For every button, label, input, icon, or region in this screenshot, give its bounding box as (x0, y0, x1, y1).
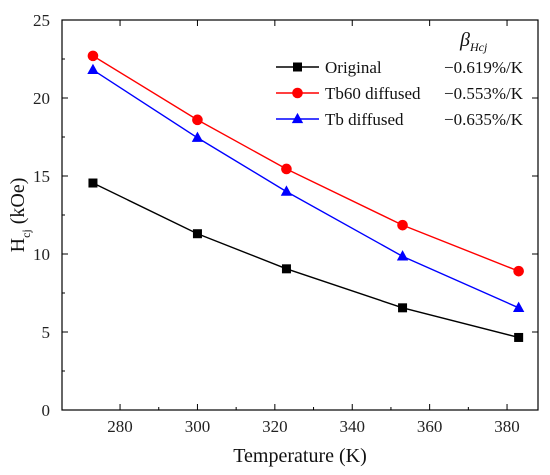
data-point (87, 50, 99, 62)
y-tick-label: 10 (33, 245, 50, 264)
plot-border (61, 19, 539, 411)
legend: βHcj Original −0.619%/K Tb60 diffused −0.55… (276, 29, 524, 129)
legend-item: Tb60 diffused −0.553%/K (276, 84, 524, 103)
y-tick-label: 25 (33, 11, 50, 30)
legend-annotation: −0.635%/K (444, 110, 524, 129)
legend-header-symbol: β (459, 29, 470, 51)
y-tick-label: 15 (33, 167, 50, 186)
legend-header-sub: Hcj (469, 40, 488, 54)
legend-header: βHcj (459, 29, 488, 54)
series-2 (87, 50, 524, 277)
y-tick-label: 20 (33, 89, 50, 108)
data-point (192, 229, 202, 239)
legend-annotation: −0.619%/K (444, 58, 524, 77)
x-tick-label: 380 (494, 417, 520, 436)
data-point (87, 63, 99, 75)
x-tick-label: 320 (262, 417, 288, 436)
legend-marker (292, 87, 303, 99)
y-tick-label: 0 (42, 401, 51, 420)
data-point (191, 131, 204, 142)
x-tick-label: 340 (339, 417, 365, 436)
y-axis-title: Hcj (kOe) (7, 178, 33, 253)
y-axis-title-main: H (7, 238, 29, 252)
data-point (396, 250, 409, 261)
x-tick-label: 360 (417, 417, 443, 436)
legend-label: Tb60 diffused (325, 84, 421, 103)
data-point (281, 264, 291, 274)
data-point (512, 301, 525, 312)
series-line (92, 69, 519, 309)
data-point (192, 114, 203, 126)
y-tick-label: 5 (42, 323, 51, 342)
data-point (398, 303, 408, 313)
series-layer (87, 50, 525, 342)
y-axis: 0 5 10 15 20 25 (33, 11, 538, 420)
data-point (397, 219, 408, 231)
legend-label: Tb diffused (325, 110, 404, 129)
legend-marker (291, 112, 304, 124)
legend-marker (293, 62, 302, 72)
y-axis-title-unit: (kOe) (7, 178, 29, 230)
legend-label: Original (325, 58, 382, 77)
x-axis-title: Temperature (K) (233, 445, 367, 467)
x-tick-label: 300 (185, 417, 211, 436)
data-point (280, 185, 293, 196)
x-axis: 280 300 320 340 360 380 (107, 20, 520, 436)
legend-annotation: −0.553%/K (444, 84, 524, 103)
legend-item: Tb diffused −0.635%/K (276, 110, 524, 129)
data-point (514, 332, 524, 342)
x-tick-label: 280 (107, 417, 133, 436)
series-line (92, 182, 519, 339)
legend-item: Original −0.619%/K (276, 58, 524, 77)
data-point (88, 178, 98, 188)
series-3 (87, 63, 525, 312)
y-axis-title-sub: cj (19, 229, 33, 238)
series-1 (88, 178, 524, 342)
plot-frame (61, 19, 539, 411)
data-point (513, 265, 524, 277)
data-point (281, 163, 292, 175)
